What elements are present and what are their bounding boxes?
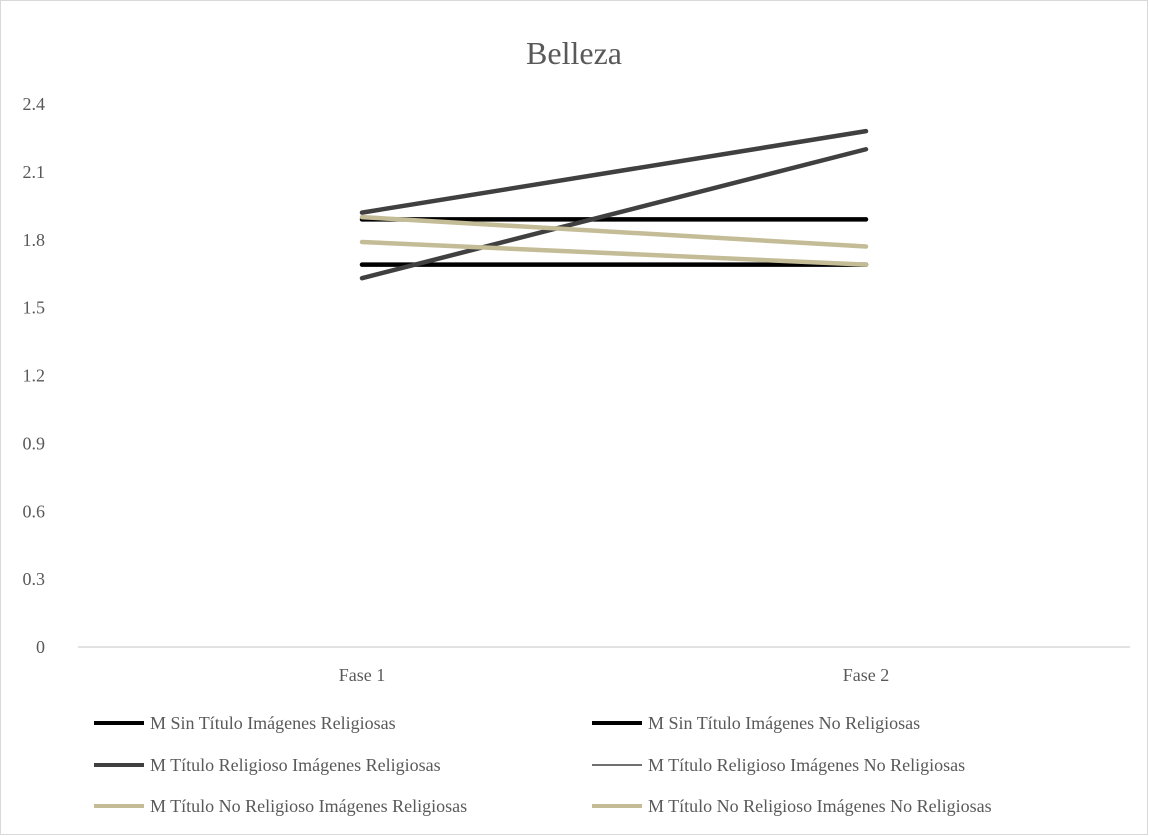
series-line-6 xyxy=(359,239,869,267)
y-tick-label: 2.1 xyxy=(23,162,46,182)
chart-title: Belleza xyxy=(526,35,622,71)
legend-label: M Título Religioso Imágenes Religiosas xyxy=(150,755,441,775)
y-tick-label: 0 xyxy=(36,637,45,657)
y-tick-label: 0.9 xyxy=(23,433,46,453)
y-axis-ticks: 0 0.3 0.6 0.9 1.2 1.5 1.8 2.1 2.4 xyxy=(23,94,46,657)
x-axis: Fase 1 Fase 2 xyxy=(78,646,1130,685)
series-line-4 xyxy=(359,147,869,281)
legend-label: M Título Religioso Imágenes No Religiosa… xyxy=(648,755,965,775)
x-tick-label: Fase 1 xyxy=(339,665,386,685)
y-tick-label: 0.6 xyxy=(23,501,46,521)
legend-label: M Título No Religioso Imágenes Religiosa… xyxy=(150,796,467,816)
legend: M Sin Título Imágenes Religiosas M Sin Tí… xyxy=(94,713,992,816)
y-tick-label: 1.8 xyxy=(23,230,46,250)
y-tick-label: 0.3 xyxy=(23,569,46,589)
y-tick-label: 2.4 xyxy=(23,94,46,114)
series-line-3 xyxy=(359,128,869,215)
series-line-5 xyxy=(359,214,869,249)
y-tick-label: 1.5 xyxy=(23,298,46,318)
legend-label: M Sin Título Imágenes Religiosas xyxy=(150,713,396,733)
y-tick-label: 1.2 xyxy=(23,366,46,386)
x-tick-label: Fase 2 xyxy=(843,665,890,685)
legend-label: M Sin Título Imágenes No Religiosas xyxy=(648,713,920,733)
legend-label: M Título No Religioso Imágenes No Religi… xyxy=(648,796,992,816)
series-lines xyxy=(359,128,869,281)
